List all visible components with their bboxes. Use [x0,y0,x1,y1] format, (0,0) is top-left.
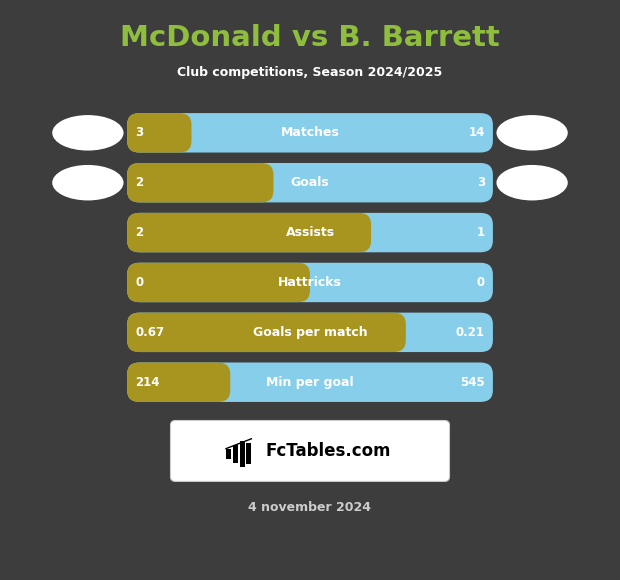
FancyBboxPatch shape [127,113,493,153]
FancyBboxPatch shape [127,113,192,153]
FancyBboxPatch shape [239,441,244,466]
FancyBboxPatch shape [127,213,371,252]
Text: 545: 545 [460,376,485,389]
Text: 0.67: 0.67 [135,326,164,339]
FancyBboxPatch shape [233,445,238,463]
FancyBboxPatch shape [127,313,406,352]
FancyBboxPatch shape [127,263,493,302]
FancyBboxPatch shape [127,163,493,202]
Ellipse shape [497,165,568,201]
Text: FcTables.com: FcTables.com [266,442,391,460]
FancyBboxPatch shape [127,163,273,202]
Text: Assists: Assists [285,226,335,239]
Text: 14: 14 [469,126,485,139]
Text: 3: 3 [135,126,143,139]
Ellipse shape [52,165,123,201]
FancyBboxPatch shape [127,213,493,252]
Text: 214: 214 [135,376,160,389]
Ellipse shape [52,115,123,151]
FancyBboxPatch shape [127,263,310,302]
FancyBboxPatch shape [127,362,230,402]
Text: Matches: Matches [281,126,339,139]
Text: Hattricks: Hattricks [278,276,342,289]
Text: 3: 3 [477,176,485,189]
Text: 0.21: 0.21 [456,326,485,339]
Text: Min per goal: Min per goal [266,376,354,389]
Text: Club competitions, Season 2024/2025: Club competitions, Season 2024/2025 [177,66,443,79]
Text: 0: 0 [477,276,485,289]
Text: Goals per match: Goals per match [253,326,367,339]
Text: McDonald vs B. Barrett: McDonald vs B. Barrett [120,24,500,52]
Text: 0: 0 [135,276,143,289]
Text: 1: 1 [477,226,485,239]
Ellipse shape [497,115,568,151]
Text: 2: 2 [135,176,143,189]
FancyBboxPatch shape [127,362,493,402]
FancyBboxPatch shape [246,443,252,464]
Text: 2: 2 [135,226,143,239]
FancyBboxPatch shape [170,420,450,481]
Text: Goals: Goals [291,176,329,189]
FancyBboxPatch shape [226,449,231,459]
FancyBboxPatch shape [127,313,493,352]
Text: 4 november 2024: 4 november 2024 [249,501,371,514]
